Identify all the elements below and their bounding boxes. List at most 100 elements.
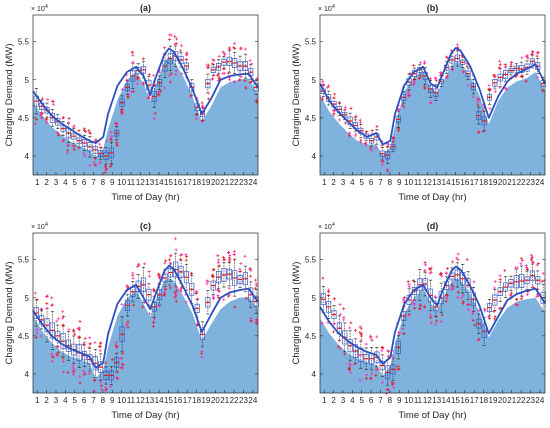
outlier-mark <box>55 354 59 358</box>
x-tick-label: 4 <box>350 178 355 187</box>
outlier-mark <box>526 56 530 60</box>
outlier-mark <box>93 378 97 382</box>
x-tick-label: 22 <box>517 178 526 187</box>
x-tick-label: 3 <box>341 396 346 405</box>
area-series <box>33 56 258 175</box>
outlier-mark <box>530 255 534 259</box>
outlier-mark <box>115 345 119 349</box>
y-tick-label: 4.5 <box>18 332 30 341</box>
outlier-mark <box>471 310 475 314</box>
outlier-mark <box>78 319 82 323</box>
x-tick-label: 14 <box>442 396 451 405</box>
outlier-mark <box>87 128 91 132</box>
outlier-mark <box>196 297 200 301</box>
outlier-mark <box>82 343 86 347</box>
outlier-mark <box>450 284 454 288</box>
outlier-mark <box>200 355 204 359</box>
outlier-mark <box>392 381 396 385</box>
outlier-mark <box>492 286 496 290</box>
x-tick-label: 13 <box>432 396 441 405</box>
boxplot <box>497 274 503 311</box>
outlier-mark <box>333 92 337 96</box>
outlier-mark <box>35 297 39 301</box>
outlier-mark <box>419 304 423 308</box>
x-tick-label: 22 <box>230 178 239 187</box>
outlier-mark <box>406 280 410 284</box>
outlier-mark <box>440 313 444 317</box>
outlier-mark <box>332 297 336 301</box>
outlier-mark <box>98 344 102 348</box>
x-tick-label: 8 <box>388 396 393 405</box>
outlier-mark <box>82 373 86 377</box>
outlier-mark <box>358 330 362 334</box>
y-tick-label: 4 <box>25 152 30 161</box>
outlier-mark <box>71 366 75 370</box>
outlier-mark <box>185 51 189 55</box>
outlier-mark <box>78 381 82 385</box>
outlier-mark <box>168 254 172 258</box>
outlier-mark <box>370 129 374 133</box>
outlier-mark <box>465 257 469 261</box>
outlier-mark <box>66 144 70 148</box>
outlier-mark <box>387 142 391 146</box>
outlier-mark <box>391 136 395 140</box>
outlier-mark <box>34 335 38 339</box>
boxplot <box>226 46 232 82</box>
outlier-mark <box>429 315 433 319</box>
outlier-mark <box>152 320 156 324</box>
outlier-mark <box>108 136 112 140</box>
outlier-mark <box>45 120 49 124</box>
boxplot <box>454 252 460 299</box>
x-tick-label: 9 <box>110 178 115 187</box>
outlier-mark <box>320 321 324 325</box>
outlier-mark <box>455 43 459 47</box>
outlier-mark <box>434 315 438 319</box>
outlier-mark <box>254 278 258 282</box>
boxplot <box>205 63 211 101</box>
outlier-mark <box>174 299 178 303</box>
outlier-mark <box>364 376 368 380</box>
boxplot <box>210 58 216 81</box>
outlier-mark <box>105 167 109 171</box>
x-tick-label: 16 <box>173 178 182 187</box>
panel-a: 44.555.51 2 3 4 5 6 7 8 9 10 11 12 13 14 15 16 17 18 19 20 2… <box>4 3 259 203</box>
outlier-mark <box>56 350 60 354</box>
outlier-mark <box>243 47 247 51</box>
boxplot <box>44 294 50 343</box>
x-tick-label: 15 <box>451 396 460 405</box>
outlier-mark <box>174 286 178 290</box>
outlier-mark <box>226 71 230 75</box>
outlier-mark <box>520 75 524 79</box>
outlier-mark <box>77 326 81 330</box>
outlier-mark <box>255 284 259 288</box>
x-tick-label: 16 <box>460 396 469 405</box>
outlier-mark <box>359 138 363 142</box>
x-tick-label: 5 <box>72 396 77 405</box>
boxplot <box>49 296 55 363</box>
outlier-mark <box>173 35 177 39</box>
outlier-mark <box>227 286 231 290</box>
outlier-mark <box>326 290 330 294</box>
outlier-mark <box>216 293 220 297</box>
boxplot <box>162 259 168 297</box>
outlier-mark <box>141 305 145 309</box>
y-tick-label: 5.5 <box>305 38 317 47</box>
outlier-mark <box>380 163 384 167</box>
x-tick-label: 10 <box>117 396 126 405</box>
outlier-mark <box>232 253 236 257</box>
outlier-mark <box>505 87 509 91</box>
outlier-mark <box>83 337 87 341</box>
outlier-mark <box>40 97 44 101</box>
outlier-mark <box>392 136 396 140</box>
outlier-mark <box>428 271 432 275</box>
boxplot <box>352 328 359 366</box>
outlier-mark <box>142 301 146 305</box>
boxplot <box>114 121 120 147</box>
boxplot <box>374 335 380 378</box>
outlier-mark <box>179 49 183 53</box>
outlier-mark <box>519 297 523 301</box>
outlier-mark <box>195 289 199 293</box>
outlier-mark <box>130 50 134 54</box>
boxplot <box>173 237 179 303</box>
outlier-mark <box>169 261 173 265</box>
